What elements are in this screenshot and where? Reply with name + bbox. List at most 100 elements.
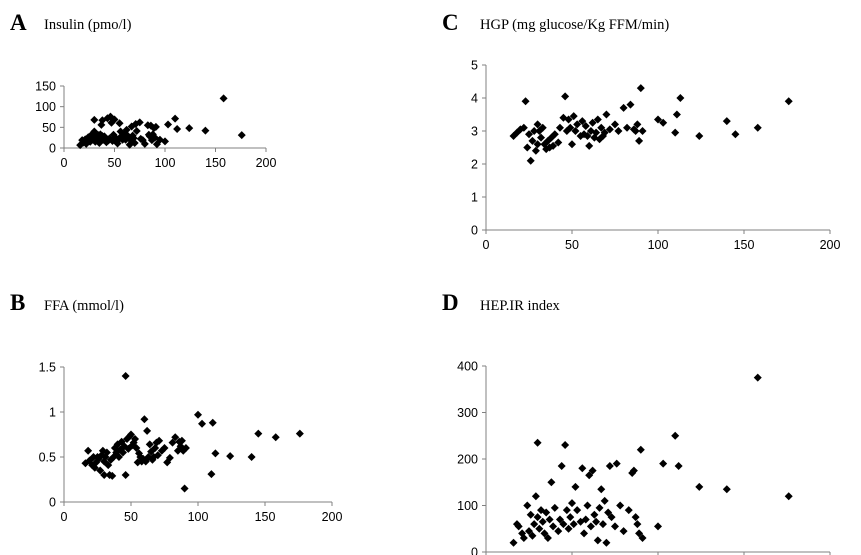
data-point — [600, 128, 609, 137]
y-tick-label: 5 — [471, 59, 478, 73]
data-point — [583, 501, 592, 510]
data-point — [580, 529, 589, 538]
data-point — [631, 127, 640, 135]
data-point — [143, 426, 152, 435]
data-point — [237, 131, 246, 140]
data-point — [538, 517, 547, 526]
x-tick-label: 100 — [648, 238, 669, 252]
data-point — [120, 442, 129, 451]
panel-letter: D — [442, 290, 459, 315]
data-point — [165, 453, 174, 462]
data-point — [619, 527, 628, 536]
data-point — [624, 506, 633, 515]
data-point — [559, 113, 568, 122]
data-point — [271, 433, 280, 442]
scatter-chart-hgp: 0 50 100 150 200 0 1 2 3 4 5 — [471, 59, 840, 253]
data-point — [531, 492, 540, 501]
data-point — [604, 508, 613, 517]
data-point — [247, 453, 256, 461]
y-tick-label: 0 — [471, 224, 478, 238]
data-point — [208, 418, 217, 427]
data-point — [519, 123, 528, 132]
data-point — [84, 446, 93, 455]
data-point — [583, 131, 592, 140]
data-point — [636, 84, 645, 93]
data-point — [635, 529, 644, 538]
data-point — [695, 482, 704, 491]
data-point — [526, 510, 535, 519]
data-point — [526, 156, 535, 165]
data-point — [176, 442, 185, 451]
scatter-chart-hep-ir: 0501001502000100200300400 — [457, 360, 831, 555]
data-point — [537, 133, 546, 142]
x-tick-label: 0 — [61, 156, 68, 170]
data-point — [104, 461, 113, 470]
data-point — [631, 513, 640, 522]
data-point — [543, 534, 552, 543]
y-tick-label: 1.5 — [39, 361, 56, 375]
data-point — [171, 114, 180, 123]
data-point — [629, 466, 638, 475]
data-point — [590, 510, 599, 519]
data-point — [132, 127, 141, 136]
data-point — [581, 122, 590, 131]
data-point — [731, 130, 740, 139]
x-tick-label: 0 — [483, 238, 490, 252]
data-point — [633, 520, 642, 529]
data-point — [219, 94, 228, 103]
data-point — [593, 115, 602, 124]
data-point — [595, 503, 604, 512]
data-point — [561, 441, 570, 450]
data-point — [140, 415, 149, 424]
data-point — [173, 124, 182, 133]
data-point — [535, 127, 544, 135]
y-tick-label: 100 — [35, 100, 56, 114]
data-point — [607, 513, 616, 522]
data-point — [784, 492, 793, 501]
data-point — [226, 452, 235, 461]
panel-a: A Insulin (pmo/l) 0 50 100 150 200 0 50 100 150 — [0, 0, 430, 275]
data-point — [130, 139, 139, 148]
data-point — [525, 527, 533, 536]
data-point — [121, 471, 130, 479]
chart-title: FFA (mmol/l) — [44, 298, 124, 314]
data-point — [96, 466, 105, 475]
data-point — [672, 110, 681, 119]
data-point — [90, 115, 99, 124]
data-point — [557, 461, 566, 470]
data-point — [605, 125, 614, 134]
data-point — [516, 125, 525, 134]
data-point — [102, 448, 111, 457]
data-point — [588, 118, 597, 127]
data-point — [566, 513, 575, 522]
data-point — [633, 120, 642, 129]
data-point — [81, 459, 90, 468]
data-point — [533, 438, 542, 447]
data-point — [295, 429, 304, 438]
data-point — [98, 446, 107, 455]
data-point — [122, 125, 131, 134]
data-point — [753, 373, 762, 382]
data-point — [108, 471, 117, 480]
panel-letter: B — [10, 290, 26, 315]
data-point — [114, 453, 123, 461]
data-point — [598, 520, 607, 529]
data-point — [592, 517, 601, 526]
data-point — [533, 120, 542, 129]
data-point — [509, 538, 518, 547]
data-point — [177, 436, 186, 445]
data-point — [542, 145, 551, 154]
data-point — [659, 459, 668, 468]
data-point — [549, 522, 558, 531]
data-point — [566, 123, 575, 132]
y-tick-label: 3 — [471, 125, 478, 139]
x-tick-label: 50 — [108, 156, 122, 170]
data-point — [549, 141, 558, 150]
data-point — [540, 529, 549, 538]
data-point — [160, 444, 169, 452]
data-point — [585, 141, 594, 150]
y-tick-label: 1 — [471, 191, 478, 205]
data-point — [185, 124, 194, 133]
data-point — [120, 129, 129, 138]
data-point — [151, 122, 160, 131]
